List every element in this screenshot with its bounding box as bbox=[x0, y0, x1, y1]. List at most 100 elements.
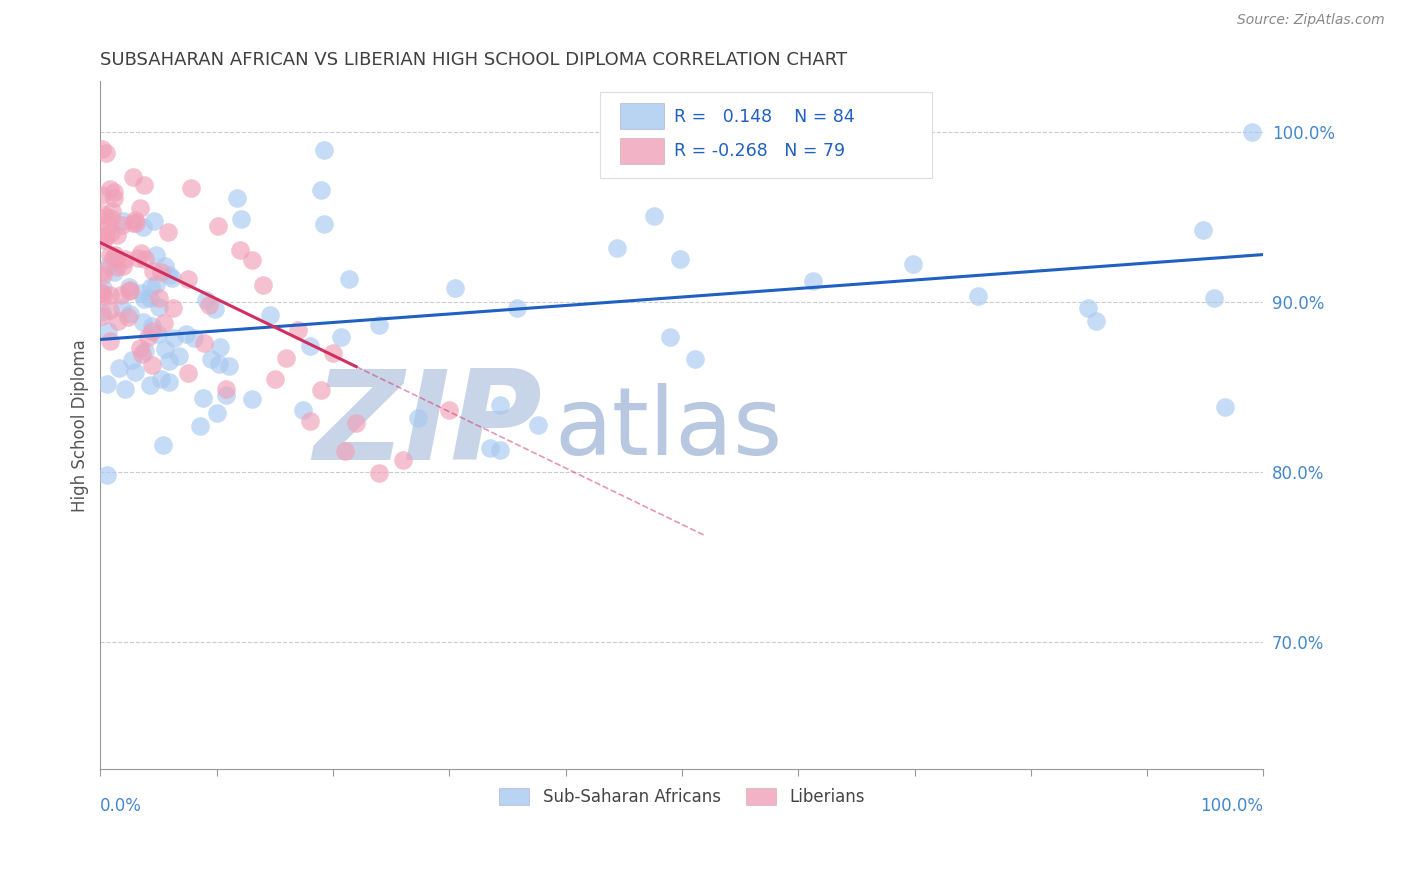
Point bbox=[124, 365, 146, 379]
Point bbox=[125, 216, 148, 230]
Point bbox=[207, 219, 229, 234]
Point bbox=[114, 252, 136, 267]
Text: ZIP: ZIP bbox=[314, 365, 543, 486]
Point bbox=[98, 334, 121, 349]
Point bbox=[152, 438, 174, 452]
Point bbox=[193, 391, 215, 405]
Point bbox=[145, 277, 167, 292]
Point bbox=[157, 353, 180, 368]
Point bbox=[100, 203, 122, 218]
Point bbox=[148, 300, 170, 314]
Point bbox=[153, 260, 176, 274]
Point bbox=[311, 384, 333, 398]
Text: 0.0%: 0.0% bbox=[100, 797, 142, 814]
Point bbox=[143, 213, 166, 227]
Point bbox=[148, 291, 170, 305]
Point bbox=[643, 209, 665, 223]
Point bbox=[606, 242, 628, 256]
Point bbox=[1077, 301, 1099, 315]
Point bbox=[90, 187, 112, 202]
Point bbox=[141, 318, 163, 333]
Point bbox=[488, 443, 510, 458]
Point bbox=[176, 366, 198, 380]
Point bbox=[298, 414, 321, 428]
Point bbox=[333, 444, 356, 458]
Point bbox=[169, 349, 191, 363]
Point bbox=[124, 212, 146, 227]
Point bbox=[159, 375, 181, 389]
Point bbox=[129, 201, 152, 215]
Point bbox=[90, 142, 112, 156]
Point bbox=[139, 292, 162, 306]
Point bbox=[312, 217, 335, 231]
Point bbox=[339, 272, 361, 286]
Point bbox=[141, 280, 163, 294]
Point bbox=[1204, 291, 1226, 305]
Point bbox=[146, 326, 169, 341]
Legend: Sub-Saharan Africans, Liberians: Sub-Saharan Africans, Liberians bbox=[492, 780, 872, 813]
Point bbox=[104, 252, 127, 266]
Point bbox=[91, 207, 114, 221]
Point bbox=[98, 182, 121, 196]
FancyBboxPatch shape bbox=[620, 103, 665, 129]
Point bbox=[105, 228, 128, 243]
Point bbox=[100, 211, 122, 226]
Point bbox=[276, 351, 298, 365]
Point bbox=[132, 315, 155, 329]
Point bbox=[103, 265, 125, 279]
Point bbox=[127, 251, 149, 265]
Point bbox=[685, 351, 707, 366]
Point bbox=[97, 324, 120, 338]
Point bbox=[142, 264, 165, 278]
Point bbox=[368, 318, 391, 332]
Point bbox=[200, 352, 222, 367]
Point bbox=[136, 330, 159, 344]
Point bbox=[439, 403, 461, 417]
Point bbox=[122, 216, 145, 230]
Point bbox=[110, 288, 132, 302]
Point bbox=[134, 344, 156, 359]
Point bbox=[139, 378, 162, 392]
Point bbox=[408, 411, 430, 425]
Point bbox=[103, 185, 125, 199]
Point bbox=[104, 248, 127, 262]
Point bbox=[91, 264, 114, 278]
Point bbox=[118, 283, 141, 297]
Point bbox=[901, 257, 924, 271]
Point bbox=[207, 357, 229, 371]
Point bbox=[129, 286, 152, 301]
Point bbox=[90, 309, 112, 323]
Point bbox=[298, 339, 321, 353]
Point bbox=[98, 303, 121, 318]
Point bbox=[157, 268, 180, 282]
Point bbox=[259, 308, 281, 322]
Point bbox=[163, 331, 186, 345]
Point bbox=[91, 286, 114, 301]
Point bbox=[150, 265, 173, 279]
Point bbox=[93, 233, 115, 247]
Point bbox=[118, 280, 141, 294]
Point bbox=[162, 301, 184, 315]
Point bbox=[91, 288, 114, 302]
Text: 100.0%: 100.0% bbox=[1201, 797, 1264, 814]
Point bbox=[149, 371, 172, 385]
Point bbox=[141, 358, 163, 372]
Point bbox=[96, 377, 118, 392]
Point bbox=[97, 218, 120, 232]
Point bbox=[112, 259, 135, 273]
Point bbox=[111, 214, 134, 228]
Point bbox=[94, 229, 117, 244]
Point bbox=[132, 292, 155, 306]
Point bbox=[129, 341, 152, 355]
Point bbox=[263, 372, 285, 386]
Point bbox=[669, 252, 692, 267]
Point bbox=[107, 314, 129, 328]
Point bbox=[101, 251, 124, 265]
Point bbox=[1084, 314, 1107, 328]
Point bbox=[180, 181, 202, 195]
Point bbox=[391, 453, 413, 467]
Text: R = -0.268   N = 79: R = -0.268 N = 79 bbox=[673, 143, 845, 161]
Point bbox=[252, 277, 274, 292]
Point bbox=[368, 466, 391, 480]
Point bbox=[225, 191, 247, 205]
